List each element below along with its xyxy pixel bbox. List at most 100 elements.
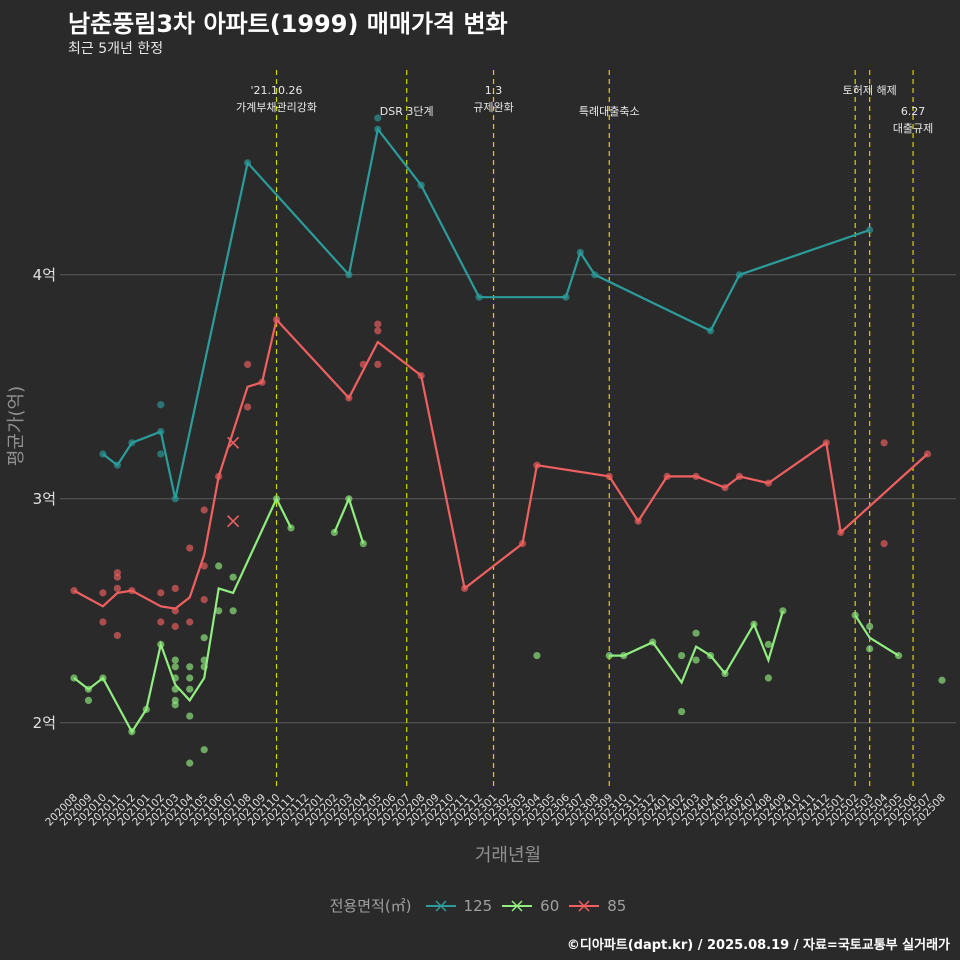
- data-point-125: [113, 461, 121, 469]
- data-point-60: [938, 676, 946, 684]
- data-point-60: [171, 685, 179, 693]
- legend-item-60: 60: [500, 897, 559, 915]
- data-point-85: [359, 360, 367, 368]
- data-point-60: [200, 663, 208, 671]
- data-point-125: [157, 428, 165, 436]
- data-point-85: [764, 479, 773, 487]
- data-point-60: [229, 573, 237, 581]
- data-point-85: [880, 439, 888, 447]
- x-axis-title: 거래년월: [475, 845, 541, 866]
- event-label: 대출규제: [893, 122, 933, 135]
- data-point-60: [200, 634, 208, 642]
- data-point-85: [244, 360, 252, 368]
- event-label: 규제완화: [473, 101, 513, 114]
- data-point-60: [287, 524, 295, 532]
- data-point-85: [200, 562, 208, 570]
- data-point-60: [605, 652, 613, 660]
- data-point-85: [157, 589, 165, 597]
- data-point-60: [764, 640, 773, 649]
- data-point-125: [374, 125, 382, 133]
- data-point-85: [634, 517, 642, 525]
- data-point-60: [649, 638, 657, 646]
- event-label: 토허제 해제: [843, 83, 897, 97]
- data-point-85: [735, 472, 744, 480]
- data-point-60: [171, 656, 179, 664]
- data-point-85: [70, 587, 78, 595]
- data-point-85: [171, 584, 179, 593]
- data-point-85: [374, 360, 382, 368]
- data-cross-85: [227, 515, 240, 528]
- y-tick-label: 2억: [33, 714, 56, 732]
- data-point-60: [186, 759, 194, 767]
- data-point-60: [750, 620, 758, 628]
- data-point-125: [157, 450, 165, 458]
- data-point-60: [345, 495, 353, 503]
- data-point-60: [678, 652, 686, 660]
- data-point-125: [591, 271, 599, 279]
- data-point-85: [518, 540, 527, 548]
- legend-label-85: 85: [607, 896, 627, 915]
- event-label: DSR 3단계: [380, 105, 434, 118]
- data-point-85: [200, 596, 208, 604]
- event-label: 특례대출축소: [579, 105, 640, 118]
- data-point-125: [99, 450, 107, 458]
- legend-label-125: 125: [463, 896, 493, 915]
- data-point-85: [663, 472, 671, 480]
- data-point-85: [186, 618, 194, 626]
- data-point-125: [128, 439, 136, 447]
- y-axis-title: 평균가(억): [6, 386, 27, 466]
- data-point-60: [128, 728, 136, 736]
- data-point-85: [200, 506, 208, 514]
- data-point-60: [620, 652, 628, 660]
- legend-item-125: 125: [424, 896, 493, 915]
- data-point-60: [229, 607, 237, 615]
- data-point-125: [475, 293, 483, 301]
- data-point-85: [822, 439, 830, 447]
- event-label: 1.3: [485, 84, 503, 97]
- data-point-60: [330, 528, 338, 537]
- data-point-85: [128, 587, 136, 595]
- data-point-85: [113, 573, 121, 581]
- series-line-60: [333, 495, 365, 544]
- data-point-60: [692, 629, 700, 637]
- legend-item-85: 85: [567, 897, 626, 915]
- data-point-85: [345, 394, 353, 402]
- data-point-60: [215, 607, 223, 615]
- data-point-60: [84, 696, 93, 705]
- data-point-60: [359, 540, 367, 548]
- data-point-125: [374, 114, 382, 122]
- data-point-85: [244, 403, 252, 411]
- data-point-60: [171, 674, 179, 682]
- data-point-60: [866, 645, 874, 653]
- data-point-85: [113, 584, 121, 593]
- data-point-85: [99, 618, 107, 626]
- data-point-125: [345, 271, 353, 279]
- data-point-60: [142, 705, 150, 713]
- chart-caption: ©디아파트(dapt.kr) / 2025.08.19 / 자료=국토교통부 실…: [566, 938, 950, 953]
- data-point-60: [171, 701, 179, 709]
- data-point-85: [113, 631, 121, 640]
- data-point-125: [706, 327, 715, 335]
- data-point-60: [186, 674, 194, 682]
- data-point-60: [186, 685, 194, 693]
- data-point-60: [157, 640, 165, 649]
- data-point-125: [417, 181, 425, 189]
- chart-title: 남춘풍림3차 아파트(1999) 매매가격 변화: [68, 10, 508, 38]
- data-point-60: [215, 562, 223, 570]
- chart-subtitle: 최근 5개년 한정: [68, 41, 164, 57]
- data-point-125: [171, 495, 179, 503]
- data-point-60: [84, 685, 93, 693]
- data-point-125: [866, 226, 874, 234]
- data-point-85: [374, 327, 382, 335]
- data-point-85: [605, 472, 613, 480]
- data-point-85: [186, 544, 194, 552]
- data-point-60: [866, 622, 874, 631]
- data-point-60: [764, 674, 773, 682]
- data-point-85: [721, 484, 729, 492]
- data-point-125: [157, 401, 165, 409]
- legend-label-60: 60: [540, 896, 560, 915]
- data-point-125: [576, 248, 584, 256]
- data-point-60: [99, 674, 107, 682]
- series-line-85: [73, 317, 929, 610]
